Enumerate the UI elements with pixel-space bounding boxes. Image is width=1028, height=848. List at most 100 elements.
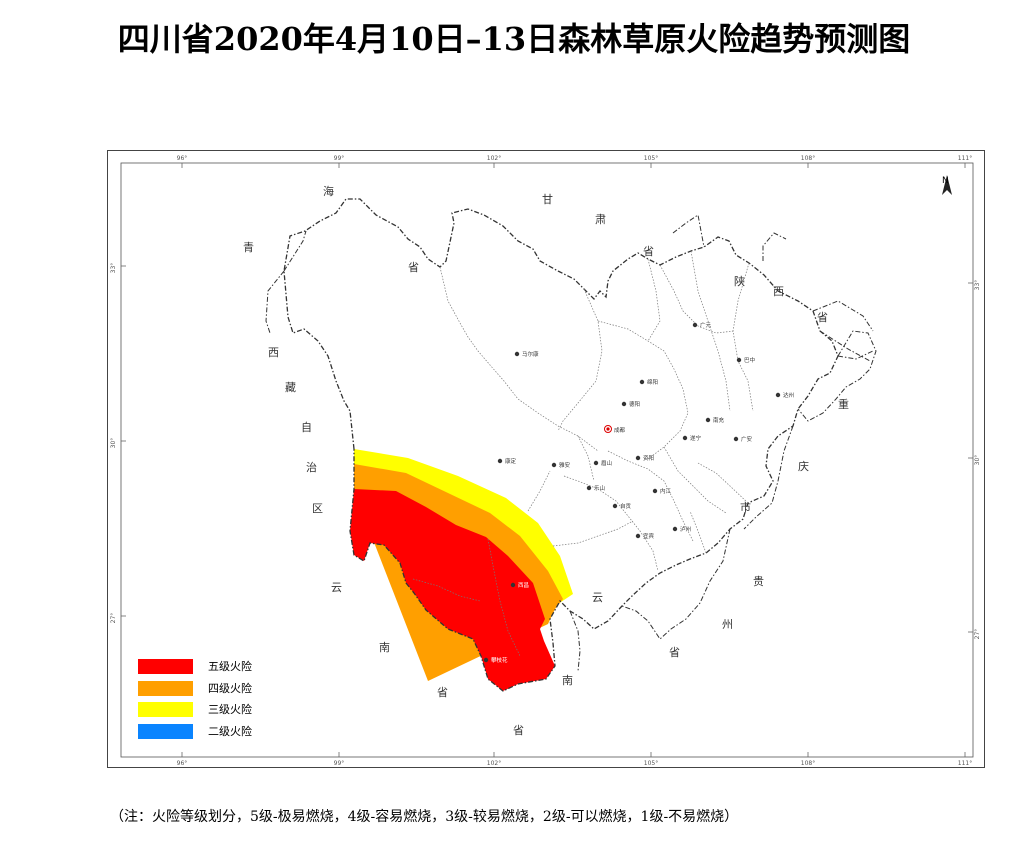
region-label: 肃 <box>595 213 606 226</box>
region-label: 州 <box>722 618 733 631</box>
axis-label-top: 96° <box>177 155 188 162</box>
region-label: 藏 <box>285 381 296 394</box>
axis-label-top: 99° <box>334 155 345 162</box>
city-marker: 宜宾 <box>635 532 655 540</box>
city-marker: 眉山 <box>593 459 612 467</box>
city-label: 资阳 <box>643 454 654 462</box>
axis-label-bottom: 105° <box>644 760 658 767</box>
north-label: N <box>942 176 949 186</box>
city-label: 达州 <box>783 391 794 399</box>
region-label: 南 <box>562 674 573 687</box>
city-marker: 康定 <box>497 457 517 465</box>
city-label: 攀枝花 <box>491 656 508 664</box>
legend-label: 五级火险 <box>208 660 252 673</box>
province-border <box>283 198 839 692</box>
region-label: 省 <box>669 646 680 659</box>
region-label: 青 <box>243 241 254 254</box>
city-markers: 马尔康 成都 绵阳 德阳 广元 巴中 达州 南充 广安 遂宁 雅安 眉山 资阳 … <box>483 321 794 664</box>
city-label: 广元 <box>700 321 712 329</box>
region-label: 云 <box>331 581 342 594</box>
region-label: 甘 <box>542 193 553 206</box>
region-label: 贵 <box>753 575 764 588</box>
city-marker: 遂宁 <box>682 434 702 442</box>
region-label: 区 <box>312 502 323 515</box>
city-marker: 资阳 <box>635 454 654 462</box>
neighbor-labels: 海 青 省 西 藏 自 治 区 甘 肃 省 陕 西 省 重 庆 市 云 南 省 … <box>243 184 849 737</box>
city-label: 遂宁 <box>690 434 702 442</box>
axis-label-right: 27° <box>974 629 981 640</box>
region-label: 自 <box>301 421 312 434</box>
city-marker: 广元 <box>692 321 712 329</box>
axis-label-top: 111° <box>958 155 972 162</box>
region-label: 南 <box>379 641 390 654</box>
city-label: 雅安 <box>559 461 571 469</box>
region-label: 治 <box>306 460 317 474</box>
region-label: 庆 <box>798 459 809 473</box>
map-title: 四川省2020年4月10日–13日森林草原火险趋势预测图 <box>117 20 911 58</box>
city-marker: 巴中 <box>736 356 755 364</box>
city-label: 康定 <box>505 457 517 465</box>
axis-label-top: 108° <box>801 155 815 162</box>
region-label: 陕 <box>734 274 745 288</box>
city-marker: 攀枝花 <box>483 656 508 664</box>
axis-label-top: 102° <box>487 155 501 162</box>
region-label: 省 <box>643 245 654 258</box>
legend-label: 四级火险 <box>208 681 252 695</box>
fire-zone-level5 <box>350 489 555 691</box>
region-label: 市 <box>740 500 751 514</box>
region-label: 省 <box>817 311 828 324</box>
axis-label-left: 33° <box>110 263 117 274</box>
legend-swatch <box>138 680 193 696</box>
region-label: 重 <box>838 397 849 411</box>
city-marker: 雅安 <box>551 461 571 469</box>
city-label: 自贡 <box>620 502 632 510</box>
fire-level-note: （注：火险等级划分，5级-极易燃烧，4级-容易燃烧，3级-较易燃烧，2级-可以燃… <box>110 809 739 825</box>
region-label: 省 <box>408 261 419 274</box>
city-label: 内江 <box>660 487 672 495</box>
city-label: 广安 <box>741 435 753 443</box>
city-label: 泸州 <box>680 525 691 533</box>
region-label: 省 <box>437 686 448 699</box>
axis-label-right: 30° <box>974 455 981 466</box>
city-marker: 达州 <box>775 391 794 399</box>
map-frame: 96° 99° 102° 105° 108° 111° 96° 99° 102°… <box>107 150 985 768</box>
legend-swatch <box>138 702 193 717</box>
legend-label: 三级火险 <box>208 703 252 716</box>
city-label: 南充 <box>713 416 725 424</box>
city-label: 巴中 <box>744 356 755 364</box>
city-marker: 南充 <box>705 416 725 424</box>
region-label: 省 <box>513 724 524 737</box>
border-spur-east <box>819 330 871 362</box>
axis-label-bottom: 108° <box>801 760 815 767</box>
city-label: 成都 <box>614 426 626 434</box>
axis-label-bottom: 111° <box>958 760 972 767</box>
axis-label-left: 30° <box>110 438 117 449</box>
legend-swatch <box>138 723 193 739</box>
inner-neatline <box>120 162 974 758</box>
graticule-ticks <box>121 163 973 757</box>
city-marker: 自贡 <box>612 502 632 510</box>
axis-label-bottom: 99° <box>334 760 345 767</box>
city-marker: 德阳 <box>621 400 640 408</box>
city-marker: 乐山 <box>586 484 605 492</box>
north-arrow-icon <box>942 175 952 195</box>
city-marker: 绵阳 <box>639 378 658 386</box>
city-label: 德阳 <box>629 400 640 408</box>
city-label: 宜宾 <box>643 532 655 540</box>
city-label: 马尔康 <box>522 350 539 358</box>
region-label: 云 <box>592 591 603 604</box>
city-marker: 马尔康 <box>514 350 539 358</box>
axis-label-right: 33° <box>974 280 981 291</box>
city-marker: 泸州 <box>672 525 691 533</box>
city-label: 西昌 <box>518 582 529 589</box>
city-marker: 内江 <box>652 487 672 495</box>
axis-label-bottom: 102° <box>487 760 501 767</box>
region-label: 海 <box>323 184 334 198</box>
axis-label-bottom: 96° <box>177 760 188 767</box>
axis-label-left: 27° <box>110 613 117 624</box>
prefecture-boundaries <box>412 250 754 657</box>
map-canvas: 96° 99° 102° 105° 108° 111° 96° 99° 102°… <box>110 155 981 767</box>
region-label: 西 <box>268 346 279 359</box>
neighbor-borders <box>265 214 874 672</box>
graticule-labels: 96° 99° 102° 105° 108° 111° 96° 99° 102°… <box>110 155 981 767</box>
